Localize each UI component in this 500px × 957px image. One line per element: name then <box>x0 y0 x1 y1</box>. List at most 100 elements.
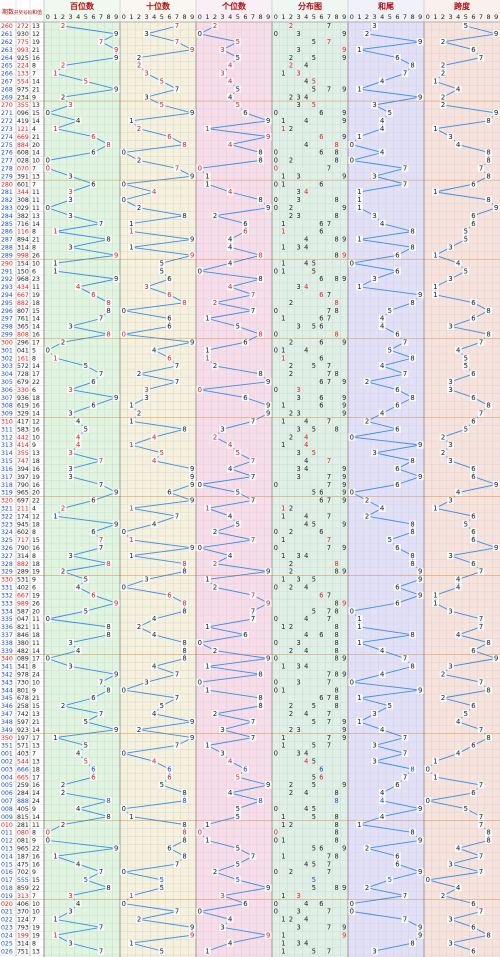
distribution-mark: 8 <box>334 212 338 220</box>
sum-cell: 16 <box>32 545 40 552</box>
value-cell-bg <box>97 370 105 378</box>
digit-header: 1 <box>281 13 285 21</box>
value-cell-bg <box>74 441 82 449</box>
value-mark-hundreds: 0 <box>46 157 50 165</box>
value-mark-sum_tail: 9 <box>418 868 422 876</box>
distribution-mark: 9 <box>342 410 346 418</box>
distribution-mark: 5 <box>312 860 316 868</box>
sum-cell: 8 <box>32 355 36 362</box>
number-cell: 555 <box>17 877 29 884</box>
value-cell-bg <box>74 117 82 125</box>
distribution-mark: 8 <box>334 275 338 283</box>
sum-cell: 15 <box>32 703 40 710</box>
value-mark-tens: 8 <box>182 639 186 647</box>
value-mark-units: 5 <box>236 323 240 331</box>
value-mark-units: 6 <box>243 394 247 402</box>
value-mark-span: 7 <box>479 338 483 346</box>
distribution-mark: 0 <box>274 481 278 489</box>
digit-header: 9 <box>342 13 346 21</box>
value-cell-bg <box>355 235 363 244</box>
value-mark-span: 6 <box>471 702 475 710</box>
value-cell-bg <box>386 876 394 884</box>
distribution-mark: 7 <box>327 497 331 505</box>
value-cell-bg <box>416 441 424 449</box>
sum-cell: 8 <box>32 830 36 837</box>
period-cell: 276 <box>1 150 13 157</box>
period-cell: 274 <box>1 134 13 141</box>
period-cell: 005 <box>1 782 13 789</box>
sum-cell: 10 <box>32 679 40 686</box>
value-mark-tens: 8 <box>182 789 186 797</box>
period-cell: 019 <box>1 893 13 900</box>
value-cell-bg <box>173 512 181 520</box>
value-mark-sum_tail: 0 <box>350 607 354 615</box>
value-cell-bg <box>203 741 211 750</box>
value-cell-bg <box>173 860 181 868</box>
value-mark-sum_tail: 8 <box>410 299 414 307</box>
value-mark-units: 8 <box>258 196 262 204</box>
value-cell-bg <box>477 409 485 418</box>
value-mark-units: 2 <box>213 868 217 876</box>
value-cell-bg <box>120 749 128 758</box>
distribution-mark: 4 <box>304 188 308 196</box>
value-mark-tens: 9 <box>190 931 194 939</box>
distribution-mark: 9 <box>342 931 346 939</box>
value-cell-bg <box>203 820 211 829</box>
value-mark-hundreds: 0 <box>46 837 50 845</box>
value-cell-bg <box>348 156 356 165</box>
number-cell: 936 <box>17 395 29 402</box>
distribution-mark: 9 <box>342 275 346 283</box>
value-cell-bg <box>234 85 242 93</box>
distribution-mark: 2 <box>289 647 293 655</box>
value-cell-bg <box>469 646 477 655</box>
value-cell-bg <box>181 828 189 837</box>
value-cell-bg <box>454 718 462 726</box>
distribution-mark: 0 <box>274 805 278 813</box>
value-cell-bg <box>469 180 477 188</box>
value-cell-bg <box>226 77 234 85</box>
value-mark-sum_tail: 4 <box>380 323 384 331</box>
value-mark-sum_tail: 7 <box>403 338 407 346</box>
value-cell-bg <box>97 219 105 228</box>
value-cell-bg <box>67 196 75 204</box>
distribution-mark: 7 <box>327 615 331 623</box>
period-cell: 301 <box>1 347 13 354</box>
distribution-mark: 8 <box>334 149 338 157</box>
value-mark-units: 6 <box>243 631 247 639</box>
value-mark-hundreds: 2 <box>61 62 65 70</box>
digit-header: 0 <box>426 13 430 21</box>
distribution-mark: 4 <box>304 789 308 797</box>
value-cell-bg <box>447 496 455 505</box>
sum-cell: 11 <box>32 616 40 623</box>
value-cell-bg <box>409 243 417 251</box>
value-mark-units: 6 <box>243 109 247 117</box>
value-mark-hundreds: 1 <box>53 852 57 860</box>
number-cell: 697 <box>17 498 29 505</box>
distribution-mark: 1 <box>281 354 285 362</box>
value-mark-units: 1 <box>205 663 209 671</box>
value-mark-span: 7 <box>479 781 483 789</box>
value-cell-bg <box>447 132 455 141</box>
sum-cell: 24 <box>32 672 40 679</box>
value-mark-tens: 0 <box>122 900 126 908</box>
value-cell-bg <box>112 599 120 607</box>
value-cell-bg <box>355 46 363 54</box>
value-mark-units: 2 <box>213 22 217 30</box>
value-mark-units: 5 <box>236 773 240 781</box>
distribution-mark: 9 <box>342 54 346 62</box>
value-mark-hundreds: 4 <box>76 117 80 125</box>
value-cell-bg <box>219 425 227 433</box>
value-mark-tens: 6 <box>167 773 171 781</box>
distribution-mark: 9 <box>342 734 346 742</box>
value-cell-bg <box>226 243 234 251</box>
value-cell-bg <box>469 370 477 378</box>
number-cell: 930 <box>17 31 29 38</box>
value-mark-sum_tail: 3 <box>372 212 376 220</box>
value-mark-tens: 8 <box>182 560 186 568</box>
distribution-mark: 7 <box>327 671 331 679</box>
value-cell-bg <box>127 441 135 449</box>
value-mark-span: 4 <box>456 718 460 726</box>
period-cell: 295 <box>1 300 13 307</box>
value-cell-bg <box>51 354 59 362</box>
value-mark-sum_tail: 4 <box>380 362 384 370</box>
